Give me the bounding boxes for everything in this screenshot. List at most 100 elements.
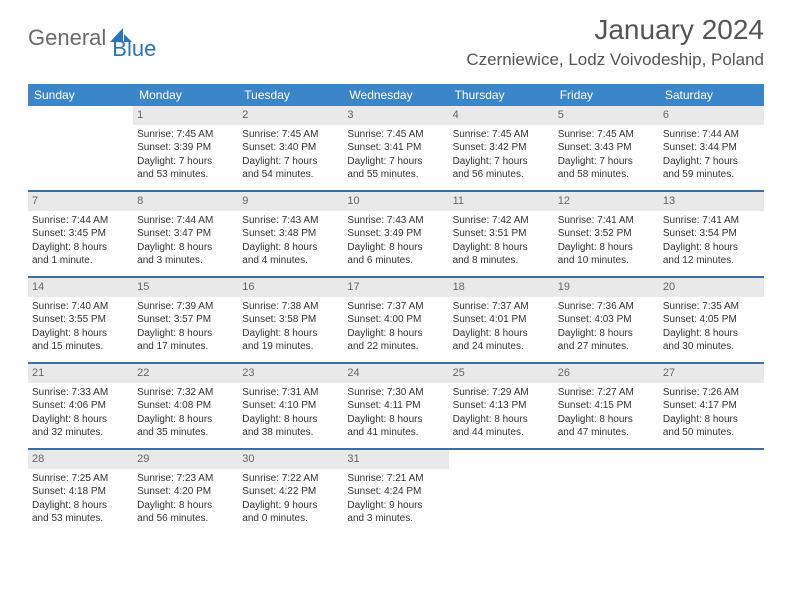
day-cell: 5Sunrise: 7:45 AMSunset: 3:43 PMDaylight…	[554, 106, 659, 190]
sunset-text: Sunset: 3:42 PM	[453, 141, 550, 155]
sunrise-text: Sunrise: 7:31 AM	[242, 386, 339, 400]
day-number: 17	[343, 278, 448, 297]
dl1-text: Daylight: 8 hours	[32, 241, 129, 255]
sunrise-text: Sunrise: 7:21 AM	[347, 472, 444, 486]
dl2-text: and 44 minutes.	[453, 426, 550, 440]
dl2-text: and 32 minutes.	[32, 426, 129, 440]
day-cell: 31 Sunrise: 7:21 AMSunset: 4:24 PMDayligh…	[343, 450, 448, 534]
day-cell: 16Sunrise: 7:38 AMSunset: 3:58 PMDayligh…	[238, 278, 343, 362]
dl1-text: Daylight: 8 hours	[558, 241, 655, 255]
sunrise-text: Sunrise: 7:45 AM	[137, 128, 234, 142]
dl1-text: Daylight: 8 hours	[558, 327, 655, 341]
day-number: 30	[238, 450, 343, 469]
sunset-text: Sunset: 4:11 PM	[347, 399, 444, 413]
day-cell	[449, 450, 554, 534]
day-number: 10	[343, 192, 448, 211]
sunrise-text: Sunrise: 7:44 AM	[137, 214, 234, 228]
day-cell: 27Sunrise: 7:26 AMSunset: 4:17 PMDayligh…	[659, 364, 764, 448]
day-number: 29	[133, 450, 238, 469]
day-cell: 12 Sunrise: 7:41 AMSunset: 3:52 PMDayligh…	[554, 192, 659, 276]
day-cell: 20Sunrise: 7:35 AMSunset: 4:05 PMDayligh…	[659, 278, 764, 362]
day-cell: 18Sunrise: 7:37 AMSunset: 4:01 PMDayligh…	[449, 278, 554, 362]
sunrise-text: Sunrise: 7:40 AM	[32, 300, 129, 314]
sunset-text: Sunset: 3:39 PM	[137, 141, 234, 155]
day-cell: 8Sunrise: 7:44 AMSunset: 3:47 PMDaylight…	[133, 192, 238, 276]
day-number: 14	[28, 278, 133, 297]
dl1-text: Daylight: 8 hours	[663, 413, 760, 427]
sunrise-text: Sunrise: 7:26 AM	[663, 386, 760, 400]
dl2-text: and 17 minutes.	[137, 340, 234, 354]
sunset-text: Sunset: 4:22 PM	[242, 485, 339, 499]
day-cell: 15Sunrise: 7:39 AMSunset: 3:57 PMDayligh…	[133, 278, 238, 362]
day-number: 22	[133, 364, 238, 383]
dl1-text: Daylight: 7 hours	[558, 155, 655, 169]
dl1-text: Daylight: 8 hours	[347, 327, 444, 341]
sunrise-text: Sunrise: 7:27 AM	[558, 386, 655, 400]
sunset-text: Sunset: 4:18 PM	[32, 485, 129, 499]
day-cell: 11Sunrise: 7:42 AMSunset: 3:51 PMDayligh…	[449, 192, 554, 276]
day-number: 25	[449, 364, 554, 383]
dl2-text: and 54 minutes.	[242, 168, 339, 182]
day-cell: 2Sunrise: 7:45 AMSunset: 3:40 PMDaylight…	[238, 106, 343, 190]
sunset-text: Sunset: 3:40 PM	[242, 141, 339, 155]
dl2-text: and 47 minutes.	[558, 426, 655, 440]
sunrise-text: Sunrise: 7:41 AM	[663, 214, 760, 228]
sunset-text: Sunset: 4:20 PM	[137, 485, 234, 499]
dl1-text: Daylight: 8 hours	[137, 327, 234, 341]
dl2-text: and 53 minutes.	[137, 168, 234, 182]
sunset-text: Sunset: 3:45 PM	[32, 227, 129, 241]
day-cell: 6 Sunrise: 7:44 AMSunset: 3:44 PMDaylight…	[659, 106, 764, 190]
header: General Blue January 2024 Czerniewice, L…	[0, 0, 792, 74]
sunset-text: Sunset: 4:08 PM	[137, 399, 234, 413]
sunrise-text: Sunrise: 7:39 AM	[137, 300, 234, 314]
location: Czerniewice, Lodz Voivodeship, Poland	[466, 50, 764, 70]
day-number: 26	[554, 364, 659, 383]
dl2-text: and 6 minutes.	[347, 254, 444, 268]
dl1-text: Daylight: 9 hours	[347, 499, 444, 513]
day-number: 2	[238, 106, 343, 125]
sunrise-text: Sunrise: 7:33 AM	[32, 386, 129, 400]
dl1-text: Daylight: 8 hours	[453, 413, 550, 427]
logo: General Blue	[28, 14, 156, 62]
dl1-text: Daylight: 7 hours	[663, 155, 760, 169]
day-cell: 25Sunrise: 7:29 AMSunset: 4:13 PMDayligh…	[449, 364, 554, 448]
day-number: 27	[659, 364, 764, 383]
dl1-text: Daylight: 8 hours	[347, 241, 444, 255]
sunrise-text: Sunrise: 7:45 AM	[453, 128, 550, 142]
day-header-row: Sunday Monday Tuesday Wednesday Thursday…	[28, 84, 764, 106]
sunset-text: Sunset: 3:52 PM	[558, 227, 655, 241]
day-number: 6	[659, 106, 764, 125]
day-number: 31	[343, 450, 448, 469]
day-cell: 13Sunrise: 7:41 AMSunset: 3:54 PMDayligh…	[659, 192, 764, 276]
dl2-text: and 4 minutes.	[242, 254, 339, 268]
day-number: 19	[554, 278, 659, 297]
sunset-text: Sunset: 3:49 PM	[347, 227, 444, 241]
day-cell	[28, 106, 133, 190]
dl2-text: and 35 minutes.	[137, 426, 234, 440]
sunset-text: Sunset: 4:06 PM	[32, 399, 129, 413]
day-cell: 24Sunrise: 7:30 AMSunset: 4:11 PMDayligh…	[343, 364, 448, 448]
sunset-text: Sunset: 4:24 PM	[347, 485, 444, 499]
dl1-text: Daylight: 7 hours	[453, 155, 550, 169]
sunset-text: Sunset: 3:44 PM	[663, 141, 760, 155]
day-number: 1	[133, 106, 238, 125]
dl2-text: and 0 minutes.	[242, 512, 339, 526]
sunset-text: Sunset: 4:03 PM	[558, 313, 655, 327]
day-number: 12	[554, 192, 659, 211]
dayhead-monday: Monday	[133, 84, 238, 106]
sunrise-text: Sunrise: 7:44 AM	[663, 128, 760, 142]
week-row: 14Sunrise: 7:40 AMSunset: 3:55 PMDayligh…	[28, 278, 764, 364]
day-cell: 4Sunrise: 7:45 AMSunset: 3:42 PMDaylight…	[449, 106, 554, 190]
day-number: 11	[449, 192, 554, 211]
day-number: 15	[133, 278, 238, 297]
dl1-text: Daylight: 8 hours	[242, 413, 339, 427]
sunrise-text: Sunrise: 7:43 AM	[347, 214, 444, 228]
sunrise-text: Sunrise: 7:41 AM	[558, 214, 655, 228]
sunrise-text: Sunrise: 7:38 AM	[242, 300, 339, 314]
day-number: 9	[238, 192, 343, 211]
sunrise-text: Sunrise: 7:36 AM	[558, 300, 655, 314]
dayhead-sunday: Sunday	[28, 84, 133, 106]
day-cell: 9Sunrise: 7:43 AMSunset: 3:48 PMDaylight…	[238, 192, 343, 276]
week-row: 21Sunrise: 7:33 AMSunset: 4:06 PMDayligh…	[28, 364, 764, 450]
day-number: 8	[133, 192, 238, 211]
